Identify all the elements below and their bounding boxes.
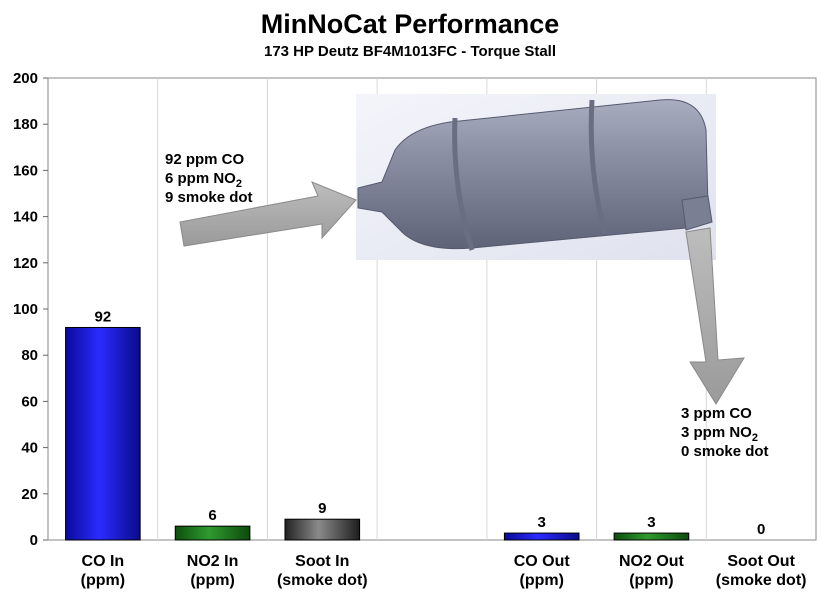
data-label: 3: [647, 514, 655, 531]
category-unit-label: (ppm): [190, 572, 234, 589]
canister-band-left: [452, 117, 475, 251]
data-label: 92: [95, 308, 112, 325]
y-tick-label: 0: [30, 532, 38, 549]
bars: [65, 326, 690, 541]
outlet-line2: 3 ppm NO2: [681, 424, 758, 444]
category-labels: CO In (ppm) NO2 In (ppm) Soot In (smoke dot) C…: [81, 553, 807, 589]
outlet-line1: 3 ppm CO: [681, 405, 752, 422]
category-label: CO In: [82, 553, 125, 570]
data-label: 6: [208, 507, 216, 524]
y-tick-label: 120: [13, 255, 38, 272]
chart-subtitle: 173 HP Deutz BF4M1013FC - Torque Stall: [264, 43, 556, 60]
category-unit-label: (smoke dot): [277, 572, 368, 589]
y-tick-label: 100: [13, 301, 38, 318]
inlet-line1: 92 ppm CO: [165, 151, 245, 168]
category-unit-label: (smoke dot): [716, 572, 807, 589]
inlet-annotation: 92 ppm CO 6 ppm NO2 9 smoke dot: [165, 151, 253, 206]
category-unit-label: (ppm): [81, 572, 125, 589]
data-label: 0: [757, 521, 765, 538]
canister-outlet: [681, 195, 713, 231]
bar: [613, 532, 690, 541]
outlet-arrow: [685, 227, 745, 405]
category-unit-label: (ppm): [519, 572, 563, 589]
category-label: NO2 Out: [619, 553, 685, 570]
inlet-line2: 6 ppm NO2: [165, 170, 242, 190]
category-label: Soot In: [295, 553, 349, 570]
y-tick-label: 40: [21, 440, 38, 457]
catalyst-canister-illustration: [356, 94, 716, 260]
y-tick-label: 80: [21, 347, 38, 364]
inlet-line3: 9 smoke dot: [165, 189, 253, 206]
data-label: 9: [318, 500, 326, 517]
y-tick-label: 140: [13, 209, 38, 226]
category-label: CO Out: [514, 553, 571, 570]
plot-area: 0 20 40 60 80 100 120 140 160 180 200 92 6 9 3 3 0 CO I…: [13, 70, 817, 589]
category-unit-label: (ppm): [629, 572, 673, 589]
chart-title: MinNoCat Performance: [261, 9, 560, 39]
bar: [503, 532, 580, 541]
y-axis-ticks: 0 20 40 60 80 100 120 140 160 180 200: [13, 70, 48, 549]
y-tick-label: 60: [21, 393, 38, 410]
data-labels: 92 6 9 3 3 0: [95, 308, 766, 538]
category-label: NO2 In: [187, 553, 239, 570]
bar: [284, 518, 361, 541]
y-tick-label: 180: [13, 116, 38, 133]
y-tick-label: 200: [13, 70, 38, 87]
canister-band-right: [588, 99, 608, 235]
y-tick-label: 160: [13, 162, 38, 179]
outlet-annotation: 3 ppm CO 3 ppm NO2 0 smoke dot: [681, 405, 769, 460]
canister-body: [357, 99, 709, 250]
inlet-arrow: [179, 181, 357, 247]
bar: [65, 326, 141, 541]
category-label: Soot Out: [727, 553, 795, 570]
bar: [174, 525, 251, 541]
y-tick-label: 20: [21, 486, 38, 503]
data-label: 3: [538, 514, 546, 531]
outlet-line3: 0 smoke dot: [681, 443, 769, 460]
